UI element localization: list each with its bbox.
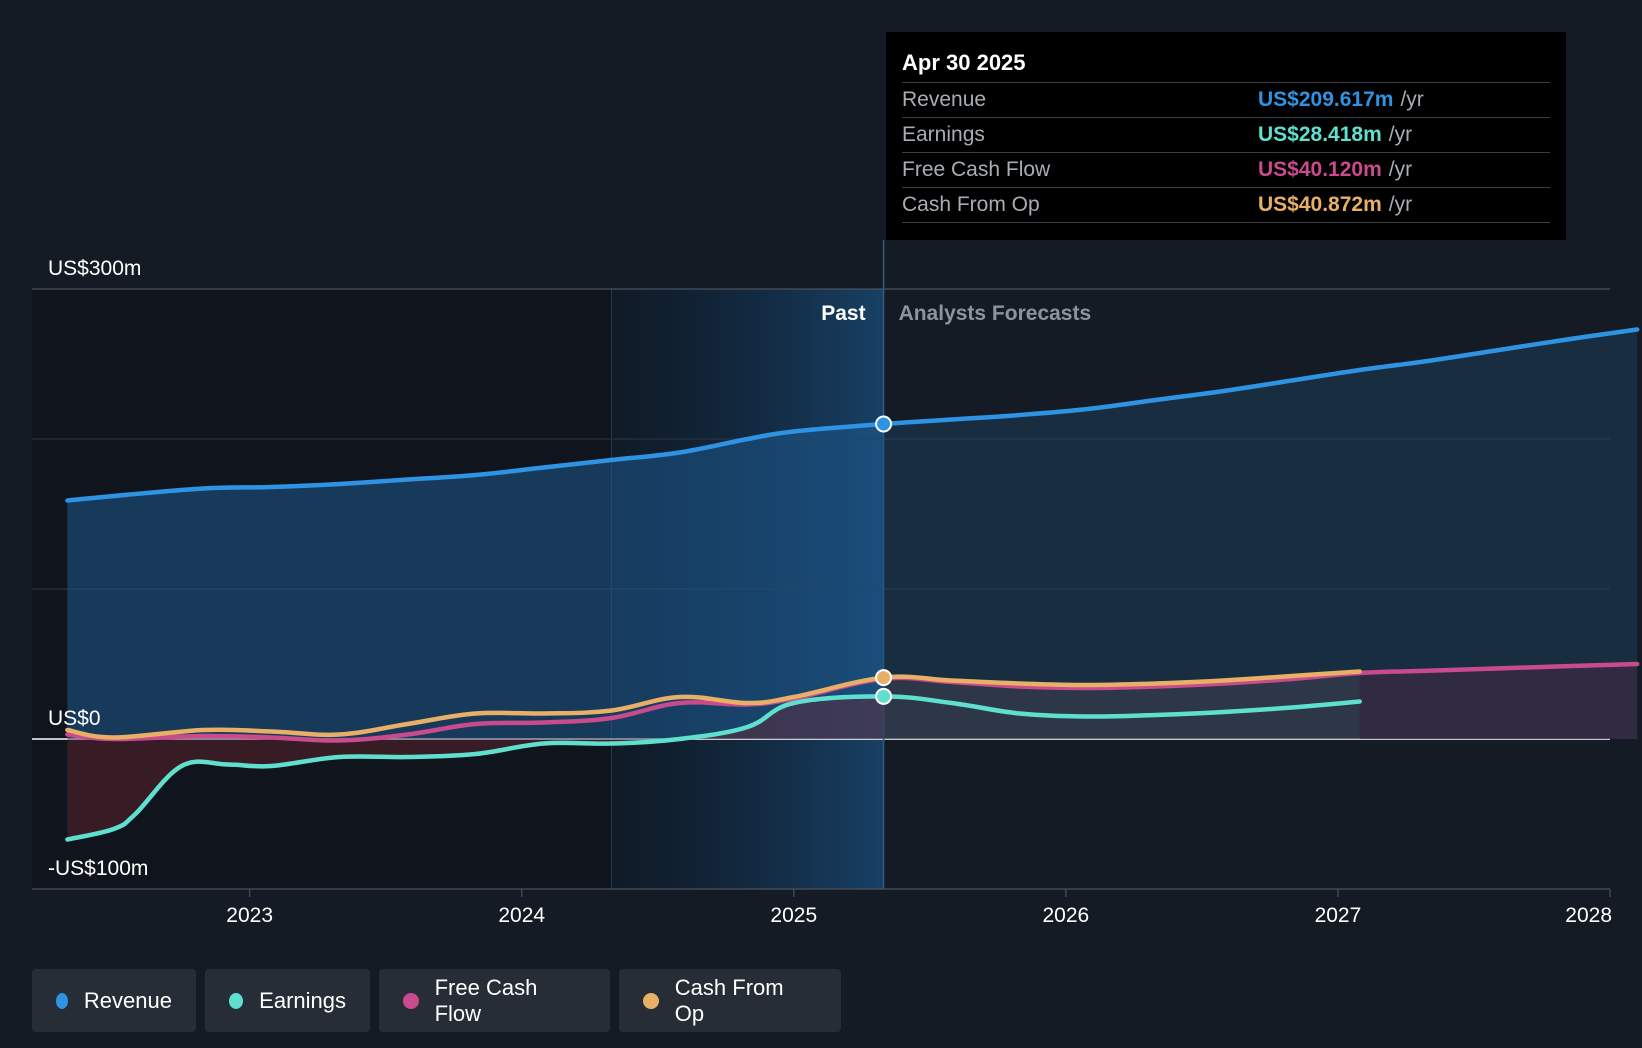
revenue-line bbox=[65, 327, 1640, 503]
revenue-dot-icon bbox=[56, 992, 68, 1009]
tooltip-value: US$209.617m bbox=[1258, 88, 1394, 111]
legend-item-free-cash-flow[interactable]: Free Cash Flow bbox=[379, 969, 610, 1032]
tooltip-unit: /yr bbox=[1388, 193, 1413, 216]
tooltip-row-free-cash-flow: Free Cash Flow US$40.120m /yr bbox=[902, 152, 1550, 187]
tooltip-unit: /yr bbox=[1400, 88, 1424, 111]
tooltip-row-earnings: Earnings US$28.418m /yr bbox=[902, 117, 1550, 152]
past-label: Past bbox=[821, 302, 865, 325]
forecast-label: Analysts Forecasts bbox=[899, 302, 1092, 325]
free-cash-flow-forecast-area bbox=[1359, 664, 1638, 739]
y-axis-label: -US$100m bbox=[48, 857, 148, 880]
legend-item-cash-from-op[interactable]: Cash From Op bbox=[619, 969, 841, 1032]
earnings-marker bbox=[875, 687, 893, 705]
x-tick-label: 2027 bbox=[1315, 904, 1362, 927]
revenue-forecast-area bbox=[883, 329, 1638, 739]
cash-from-op-line bbox=[65, 669, 1362, 740]
tooltip-row-revenue: Revenue US$209.617m /yr bbox=[902, 82, 1550, 117]
tooltip-value: US$40.120m bbox=[1258, 158, 1382, 181]
x-tick-label: 2023 bbox=[226, 904, 273, 927]
tooltip-date: Apr 30 2025 bbox=[902, 50, 1026, 75]
x-tick-label: 2026 bbox=[1043, 904, 1090, 927]
legend-label: Revenue bbox=[83, 987, 172, 1013]
earnings-line bbox=[65, 694, 1362, 842]
tooltip-label: Free Cash Flow bbox=[902, 158, 1051, 181]
tooltip-label: Earnings bbox=[902, 123, 985, 146]
cash-from-op-marker bbox=[875, 669, 893, 687]
y-axis-label: US$300m bbox=[48, 257, 141, 280]
tooltip-row-cash-from-op: Cash From Op US$40.872m /yr bbox=[902, 187, 1550, 223]
tooltip-unit: /yr bbox=[1388, 123, 1413, 146]
cash-from-op-forecast-area bbox=[883, 671, 1360, 739]
legend-label: Earnings bbox=[259, 987, 346, 1013]
x-tick-label: 2024 bbox=[498, 904, 545, 927]
tooltip-label: Cash From Op bbox=[902, 193, 1040, 216]
revenue-area bbox=[67, 424, 884, 739]
tooltip-value: US$28.418m bbox=[1258, 123, 1382, 146]
earnings-area bbox=[67, 696, 884, 840]
x-tick-label: 2028 bbox=[1565, 904, 1612, 927]
legend-label: Cash From Op bbox=[674, 974, 784, 1026]
cash-from-op-dot-icon bbox=[643, 992, 659, 1009]
earnings-dot-icon bbox=[229, 992, 244, 1009]
legend-item-revenue[interactable]: Revenue bbox=[32, 969, 196, 1032]
legend-label: Free Cash Flow bbox=[434, 974, 538, 1026]
tooltip-label: Revenue bbox=[902, 88, 987, 111]
tooltip-unit: /yr bbox=[1388, 158, 1413, 181]
y-axis-label: US$0 bbox=[48, 707, 101, 730]
free-cash-flow-dot-icon bbox=[403, 992, 419, 1009]
legend-item-earnings[interactable]: Earnings bbox=[205, 969, 370, 1032]
tooltip: Apr 30 2025 Revenue US$209.617m /yr Earn… bbox=[886, 32, 1566, 240]
legend: Revenue Earnings Free Cash Flow Cash Fro… bbox=[32, 969, 841, 1032]
tooltip-value: US$40.872m bbox=[1258, 193, 1382, 216]
revenue-marker bbox=[875, 415, 893, 433]
x-tick-label: 2025 bbox=[770, 904, 817, 927]
